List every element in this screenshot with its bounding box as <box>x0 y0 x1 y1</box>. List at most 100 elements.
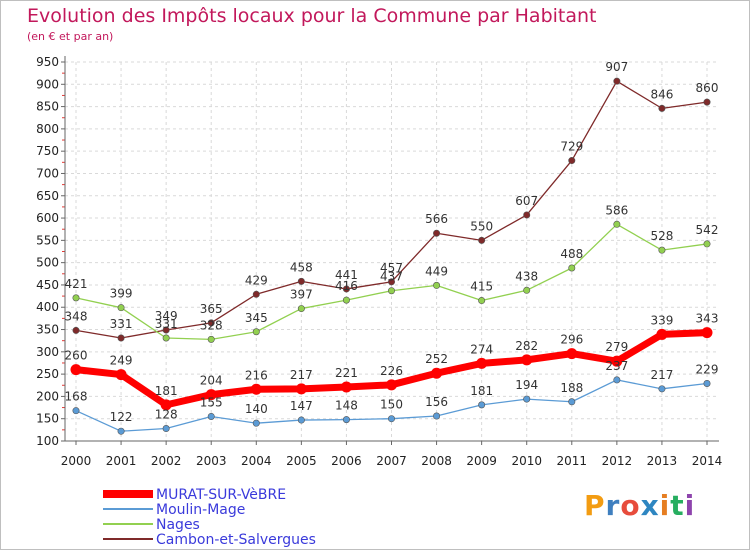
y-tick-label: 950 <box>36 55 59 69</box>
data-label: 421 <box>65 277 88 291</box>
data-label: 181 <box>470 384 493 398</box>
x-tick-label: 2009 <box>466 454 497 468</box>
y-tick-label: 300 <box>36 345 59 359</box>
x-tick-label: 2002 <box>151 454 182 468</box>
data-point <box>117 334 125 342</box>
data-point <box>162 425 170 433</box>
data-label: 279 <box>605 340 628 354</box>
y-tick-label: 100 <box>36 434 59 448</box>
data-point <box>476 357 488 369</box>
data-point <box>703 379 711 387</box>
data-label: 339 <box>650 313 673 327</box>
data-point <box>162 334 170 342</box>
data-point <box>703 240 711 248</box>
data-point <box>611 355 623 367</box>
data-point <box>478 401 486 409</box>
data-point <box>295 383 307 395</box>
data-point <box>342 296 350 304</box>
data-point <box>162 326 170 334</box>
logo-letter: o <box>620 489 641 522</box>
x-tick-label: 2014 <box>692 454 723 468</box>
x-tick-label: 2003 <box>196 454 227 468</box>
y-tick-label: 600 <box>36 211 59 225</box>
data-point <box>297 305 305 313</box>
data-label: 204 <box>200 374 223 388</box>
x-tick-label: 2011 <box>557 454 588 468</box>
data-point <box>205 389 217 401</box>
logo-letter: P <box>584 489 606 522</box>
data-point <box>613 376 621 384</box>
data-label: 458 <box>290 260 313 274</box>
data-point <box>431 367 443 379</box>
data-label: 416 <box>335 279 358 293</box>
data-label: 528 <box>650 229 673 243</box>
data-point <box>297 416 305 424</box>
y-tick-label: 650 <box>36 189 59 203</box>
legend-label: MURAT-SUR-VèBRE <box>156 487 286 503</box>
data-point <box>117 427 125 435</box>
data-point <box>523 286 531 294</box>
logo-letter: x <box>640 489 660 522</box>
data-label: 328 <box>200 318 223 332</box>
data-label: 252 <box>425 352 448 366</box>
data-label: 860 <box>696 81 719 95</box>
data-label: 249 <box>110 354 133 368</box>
data-point <box>566 348 578 360</box>
data-point <box>252 290 260 298</box>
data-label: 550 <box>470 219 493 233</box>
data-label: 122 <box>110 410 133 424</box>
data-label: 221 <box>335 366 358 380</box>
y-tick-label: 250 <box>36 367 59 381</box>
data-label: 150 <box>380 398 403 412</box>
data-point <box>523 211 531 219</box>
data-label: 274 <box>470 342 493 356</box>
data-label: 216 <box>245 368 268 382</box>
data-point <box>387 278 395 286</box>
x-axis-ticks: 2000 2001 2002 2003 2004 2005 2006 2007 2008 2009… <box>61 454 723 468</box>
legend-label: Moulin-Mage <box>156 502 245 518</box>
y-tick-label: 550 <box>36 233 59 247</box>
data-point <box>117 304 125 312</box>
data-label: 437 <box>380 270 403 284</box>
logo-letter: i <box>659 489 671 522</box>
axes <box>61 56 719 445</box>
data-label: 260 <box>65 349 88 363</box>
x-tick-label: 2007 <box>376 454 407 468</box>
logo-letter: r <box>605 489 621 522</box>
logo-letter: i <box>684 489 696 522</box>
data-label: 181 <box>155 384 178 398</box>
data-point <box>207 319 215 327</box>
data-label: 586 <box>605 203 628 217</box>
data-label: 566 <box>425 212 448 226</box>
data-label: 140 <box>245 402 268 416</box>
data-label: 156 <box>425 395 448 409</box>
data-label: 226 <box>380 364 403 378</box>
y-tick-label: 850 <box>36 100 59 114</box>
data-point <box>658 385 666 393</box>
data-point <box>342 416 350 424</box>
y-tick-label: 900 <box>36 77 59 91</box>
data-label: 229 <box>696 362 719 376</box>
chart-title: Evolution des Impôts locaux pour la Comm… <box>27 5 597 27</box>
data-point <box>478 236 486 244</box>
data-label: 542 <box>696 223 719 237</box>
data-point <box>387 287 395 295</box>
data-label: 441 <box>335 268 358 282</box>
data-label: 488 <box>560 247 583 261</box>
data-point <box>252 328 260 336</box>
data-label: 397 <box>290 288 313 302</box>
y-tick-label: 700 <box>36 166 59 180</box>
logo-letter: t <box>670 489 685 522</box>
data-label: 217 <box>650 368 673 382</box>
legend-label: Cambon-et-Salvergues <box>156 532 316 548</box>
data-label: 429 <box>245 273 268 287</box>
data-label: 188 <box>560 381 583 395</box>
x-tick-label: 2006 <box>331 454 362 468</box>
data-point <box>701 327 713 339</box>
data-point <box>568 264 576 272</box>
y-tick-label: 500 <box>36 256 59 270</box>
data-label: 415 <box>470 280 493 294</box>
data-point <box>523 395 531 403</box>
